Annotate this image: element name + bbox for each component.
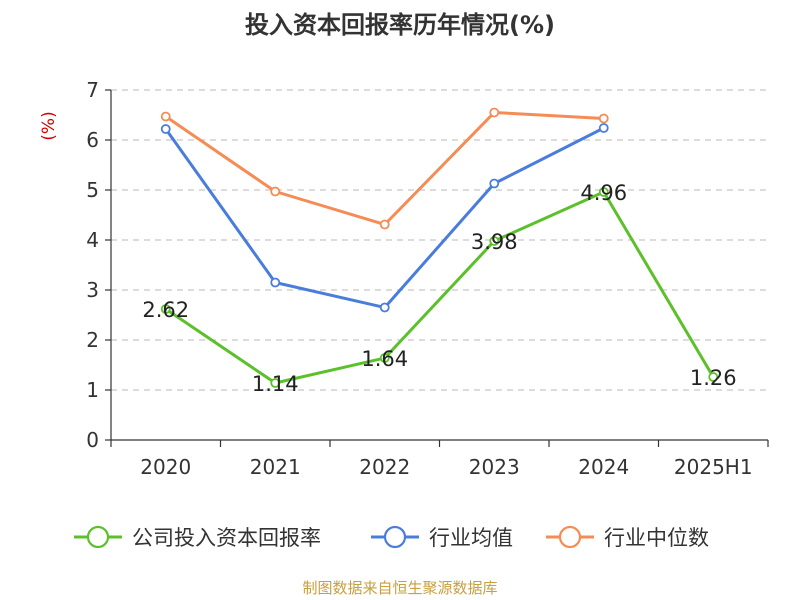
data-point <box>379 302 390 313</box>
data-point <box>379 219 390 230</box>
chart-title: 投入资本回报率历年情况(%) <box>245 11 555 39</box>
series-line-2 <box>164 111 604 226</box>
y-tick-label: 4 <box>86 228 99 252</box>
y-tick-label: 1 <box>86 378 99 402</box>
data-labels: 2.62 1.14 1.64 3.98 4.96 1.26 <box>142 181 736 396</box>
data-point <box>489 178 500 189</box>
data-point <box>270 378 281 388</box>
x-tick-label: 2023 <box>469 455 520 479</box>
legend-marker <box>558 525 582 549</box>
legend-label: 公司投入资本回报率 <box>132 526 321 550</box>
legend-item-1[interactable]: 行业均值 <box>371 525 513 550</box>
data-point <box>160 111 171 122</box>
y-tick-label: 5 <box>86 178 99 202</box>
x-tick-label: 2024 <box>578 455 629 479</box>
data-point <box>489 107 500 118</box>
data-label: 2.62 <box>142 298 189 322</box>
legend-marker <box>86 525 110 549</box>
y-tick-label: 7 <box>86 78 99 102</box>
data-point <box>489 236 500 246</box>
grid-lines <box>111 89 768 391</box>
data-label: 1.14 <box>252 372 299 396</box>
data-point <box>379 353 390 363</box>
data-point <box>708 372 719 382</box>
data-point <box>598 113 609 124</box>
data-label: 3.98 <box>471 230 518 254</box>
series-group <box>160 107 719 388</box>
legend-item-0[interactable]: 公司投入资本回报率 <box>74 525 321 550</box>
legend-label: 行业中位数 <box>604 526 709 550</box>
legend-label: 行业均值 <box>429 526 513 550</box>
data-point <box>160 124 171 134</box>
source-note: 制图数据来自恒生聚源数据库 <box>302 579 497 597</box>
axes <box>110 90 768 441</box>
legend-marker <box>383 525 407 549</box>
legend-item-2[interactable]: 行业中位数 <box>546 525 709 550</box>
data-point <box>270 277 281 288</box>
series-line-0 <box>164 190 715 385</box>
data-label: 4.96 <box>580 181 627 205</box>
x-tick-label: 2020 <box>140 455 191 479</box>
data-point <box>598 187 609 197</box>
legend[interactable]: 公司投入资本回报率 行业均值 行业中位数 <box>74 525 709 550</box>
y-tick-label: 6 <box>86 128 99 152</box>
data-point <box>160 304 171 314</box>
y-tick-label: 3 <box>86 278 99 302</box>
x-tick-label: 2021 <box>250 455 301 479</box>
y-tick-label: 2 <box>86 328 99 352</box>
x-axis-ticks: 2020 2021 2022 2023 2024 2025H1 <box>110 440 769 479</box>
data-point <box>598 123 609 133</box>
y-axis-ticks: 0 1 2 3 4 5 6 7 <box>86 78 111 452</box>
data-label: 1.64 <box>361 347 408 371</box>
y-tick-label: 0 <box>86 428 99 452</box>
x-tick-label: 2022 <box>359 455 410 479</box>
y-axis-unit-label: (%) <box>39 111 59 140</box>
data-label: 1.26 <box>690 366 737 390</box>
x-tick-label: 2025H1 <box>674 455 753 479</box>
series-line-1 <box>164 126 605 309</box>
data-point <box>270 186 281 197</box>
